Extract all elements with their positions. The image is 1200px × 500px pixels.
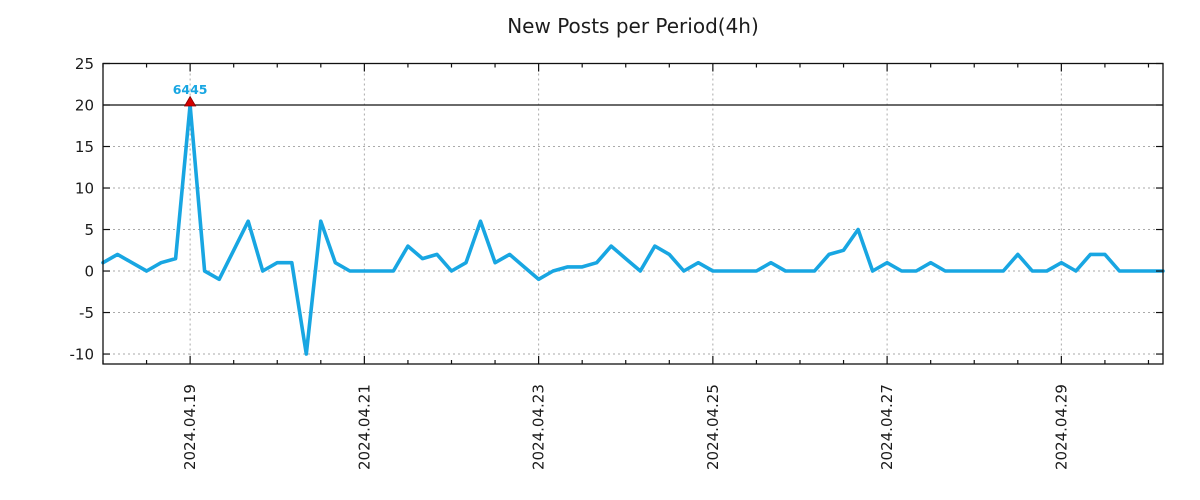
axis-layer: -10 -5 0 5 10 15 20 25 2024.04.19 2024.04.21 2024.…	[70, 55, 1164, 470]
peak-marker-triangle-up-icon	[183, 95, 197, 107]
annotation-layer: 6445	[173, 82, 208, 107]
plot-border	[102, 62, 1164, 365]
x-tick-label: 2024.04.21	[355, 384, 373, 470]
y-tick-label: -10	[70, 346, 95, 364]
chart-title: New Posts per Period(4h)	[507, 14, 759, 38]
grid-layer	[103, 63, 1163, 364]
y-tick-label: 15	[75, 138, 94, 156]
x-tick-label: 2024.04.19	[181, 384, 199, 470]
y-tick-label: -5	[79, 304, 94, 322]
x-tick-label: 2024.04.27	[878, 384, 896, 470]
series-line	[101, 103, 1165, 356]
x-tick-label: 2024.04.29	[1052, 384, 1070, 470]
series-layer	[101, 103, 1165, 356]
y-tick-label: 0	[84, 263, 94, 281]
y-tick-label: 5	[84, 221, 94, 239]
y-tick-label: 20	[75, 97, 94, 115]
x-tick-label: 2024.04.25	[704, 384, 722, 470]
x-tick-label: 2024.04.23	[530, 384, 548, 470]
y-tick-label: 10	[75, 180, 94, 198]
y-tick-label: 25	[75, 55, 94, 73]
peak-value-annotation: 6445	[173, 82, 208, 97]
